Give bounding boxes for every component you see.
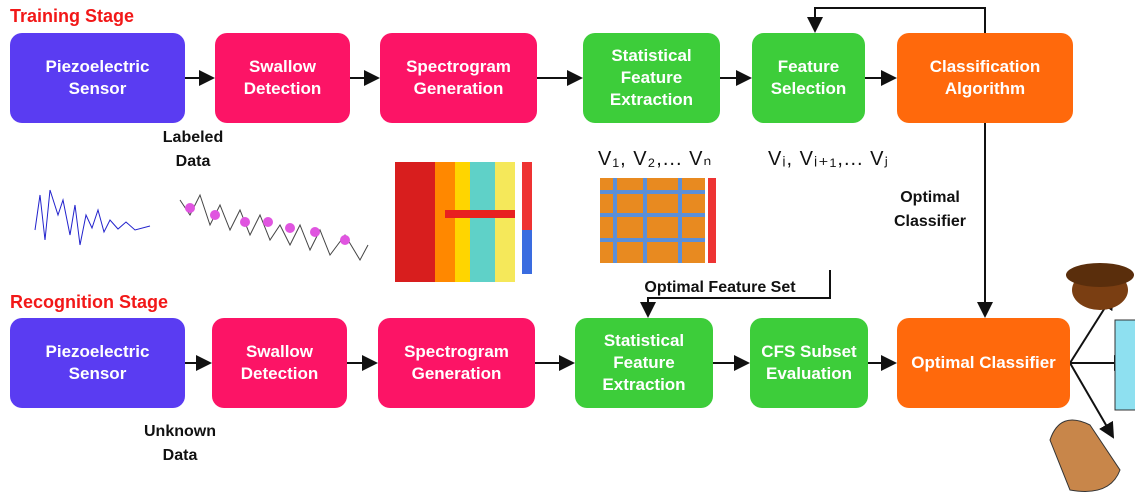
process-node: Spectrogram Generation (380, 33, 537, 123)
process-node: Statistical Feature Extraction (583, 33, 720, 123)
stage-title: Recognition Stage (10, 292, 168, 313)
process-node: Optimal Classifier (897, 318, 1070, 408)
process-node: Classification Algorithm (897, 33, 1073, 123)
annotation: Unknown Data (130, 420, 230, 468)
feature-vector: V₁, V₂,... Vₙ (598, 146, 712, 171)
process-node: Spectrogram Generation (378, 318, 535, 408)
diagram: Training Stage Recognition Stage Piezoel… (0, 0, 1135, 497)
process-node: Swallow Detection (215, 33, 350, 123)
annotation: Optimal Feature Set (610, 276, 830, 300)
process-node: Feature Selection (752, 33, 865, 123)
process-node: Swallow Detection (212, 318, 347, 408)
process-node: Piezoelectric Sensor (10, 318, 185, 408)
feature-vector: Vᵢ, Vᵢ₊₁,... Vⱼ (768, 146, 889, 171)
process-node: Piezoelectric Sensor (10, 33, 185, 123)
process-node: CFS Subset Evaluation (750, 318, 868, 408)
process-node: Statistical Feature Extraction (575, 318, 713, 408)
annotation: Labeled Data (148, 126, 238, 174)
stage-title: Training Stage (10, 6, 134, 27)
annotation: Optimal Classifier (885, 186, 975, 234)
signal-images (35, 162, 716, 282)
